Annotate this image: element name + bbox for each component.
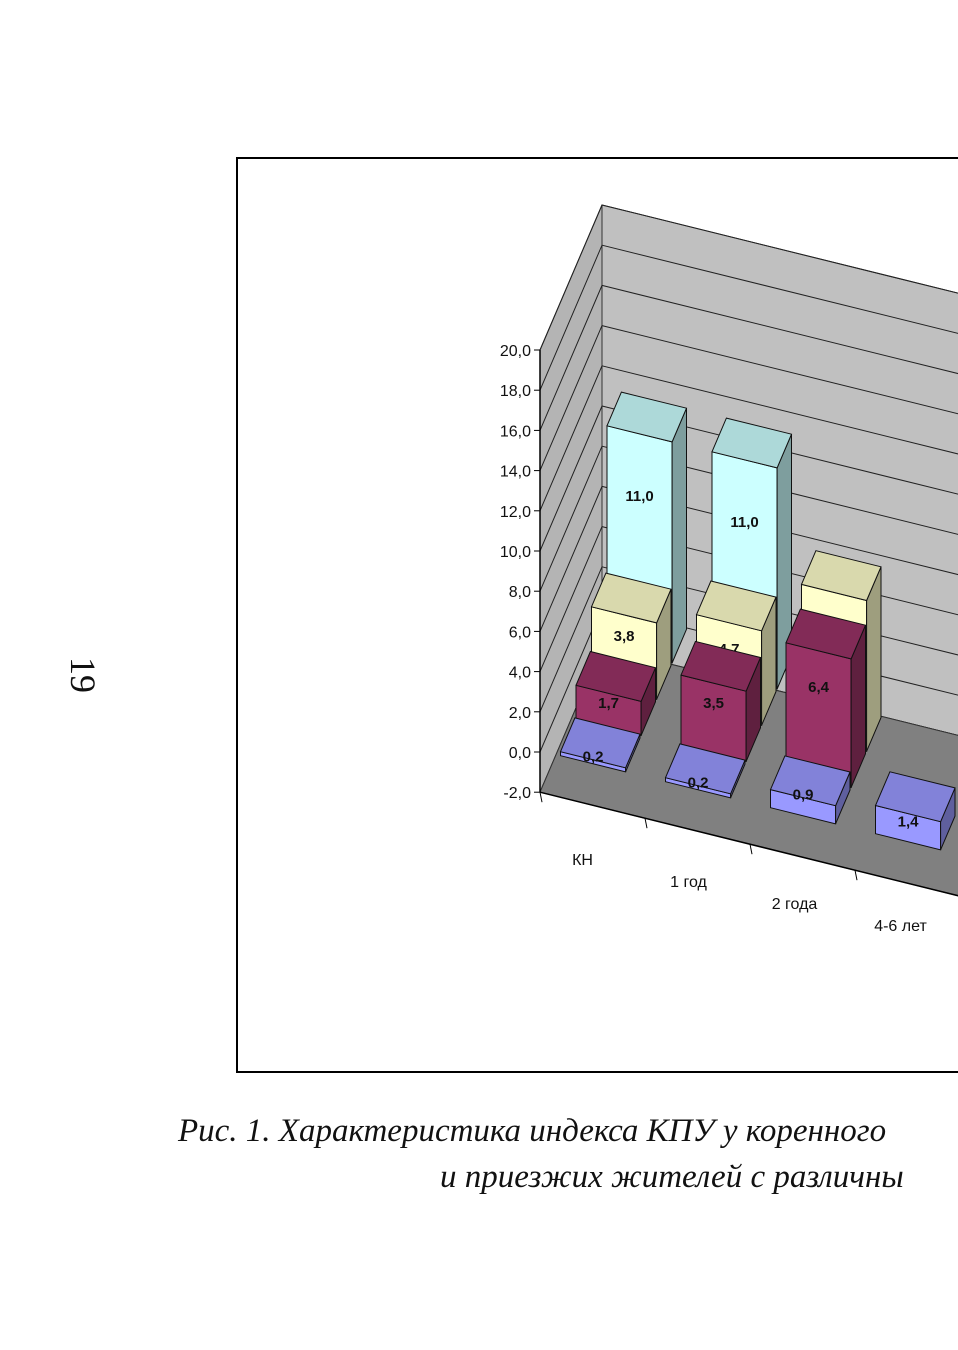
figure-caption-line-2: и приезжих жителей с различны: [440, 1159, 904, 1195]
category-label: 1 год: [670, 874, 707, 891]
bar: 0,2: [664, 743, 746, 799]
gridline: [539, 405, 958, 552]
gridline: [539, 204, 958, 351]
data-label: 1,7: [598, 695, 619, 712]
gridline: [539, 445, 958, 592]
bar-top: [606, 391, 688, 443]
y-tick-label: 12,0: [500, 504, 531, 521]
data-label: 0,9: [793, 787, 814, 804]
bar: 0,9: [769, 755, 851, 825]
bar-side: [671, 408, 687, 664]
data-label: 1,4: [898, 813, 920, 830]
data-label: 11,0: [625, 488, 653, 505]
bar-top: [590, 572, 672, 624]
data-label: 0,2: [583, 749, 604, 766]
category-label: 2 года: [772, 896, 818, 913]
bar-top: [680, 640, 762, 692]
category-label: КН: [572, 852, 593, 869]
gridline: [539, 284, 958, 431]
gridline: [539, 244, 958, 391]
data-label: 11,0: [730, 514, 758, 531]
y-tick-label: 0,0: [509, 745, 531, 762]
x-tick: [539, 792, 543, 803]
bar-top: [769, 755, 851, 807]
y-tick-label: 8,0: [509, 584, 531, 601]
gridline: [539, 365, 958, 511]
bar: 1,4: [874, 771, 956, 851]
chart-frame: [236, 157, 958, 1073]
data-label: 3,8: [614, 628, 635, 645]
gridline: [539, 485, 958, 632]
y-tick-label: 10,0: [500, 544, 531, 561]
y-tick-label: 4,0: [509, 665, 531, 682]
bar: 3,5: [680, 640, 762, 763]
data-label: 3,5: [703, 695, 724, 712]
x-tick: [644, 818, 648, 829]
y-tick-label: 20,0: [500, 343, 531, 360]
x-tick: [749, 844, 753, 855]
gridline: [539, 566, 958, 712]
gridline: [539, 325, 958, 471]
bar: 6,4: [785, 608, 867, 789]
data-label: 0,2: [688, 775, 709, 792]
bar-top: [575, 650, 657, 702]
bar-top: [664, 743, 746, 795]
data-label: 6,4: [808, 679, 830, 696]
bar: 0,2: [559, 717, 641, 773]
y-tick-label: -2,0: [503, 785, 531, 802]
y-tick-label: 2,0: [509, 705, 531, 722]
bar-top: [711, 417, 793, 469]
bar-top: [874, 771, 956, 823]
bar-top: [559, 717, 641, 769]
figure-caption-line-1: Рис. 1. Характеристика индекса КПУ у кор…: [178, 1113, 887, 1149]
gridline: [539, 526, 958, 672]
y-tick-label: 6,0: [509, 624, 531, 641]
y-tick-label: 14,0: [500, 464, 531, 481]
y-tick-label: 16,0: [500, 423, 531, 440]
bar-top: [785, 608, 867, 660]
bar-top: [800, 550, 882, 602]
x-tick: [854, 870, 858, 881]
bar-top: [695, 580, 777, 632]
x-axis: [539, 791, 958, 897]
category-label: 4-6 лет: [874, 918, 927, 935]
y-tick-label: 18,0: [500, 383, 531, 400]
